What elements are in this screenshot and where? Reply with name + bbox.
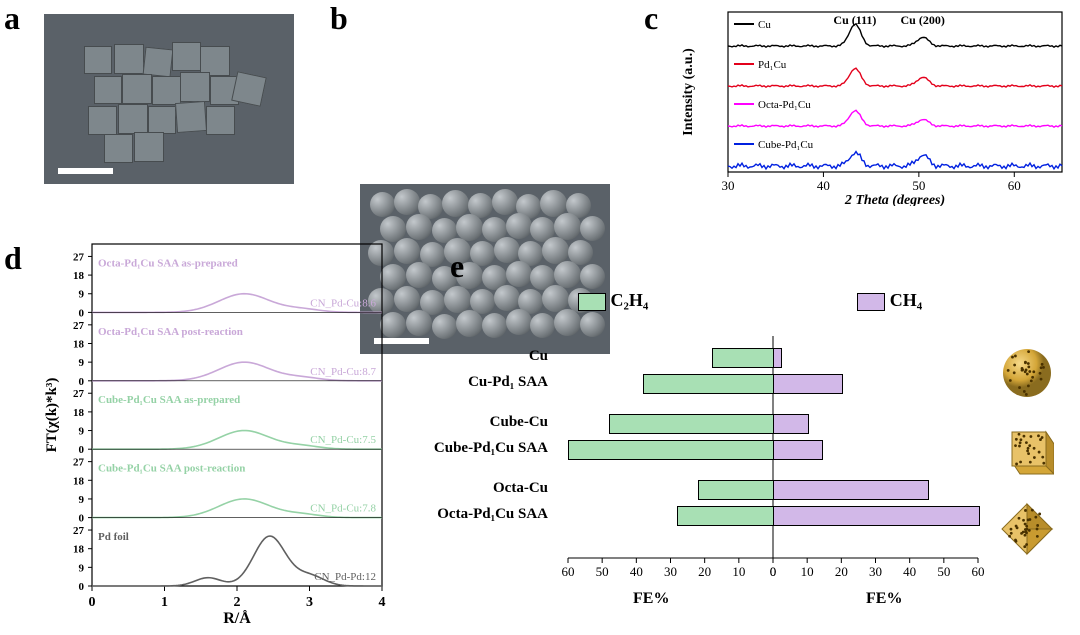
svg-text:40: 40 [630,564,643,576]
svg-text:9: 9 [79,562,85,574]
svg-text:2: 2 [234,595,241,610]
svg-text:10: 10 [801,564,814,576]
svg-text:0: 0 [79,376,85,388]
svg-text:18: 18 [73,407,85,419]
fe-plot-area: 00101020203030404050506060 [558,326,988,576]
cube-icon [1000,424,1054,478]
panel-c-xrd-chart: 30 40 50 60 2 Theta (degrees) Intensity (a.u.… [678,6,1068,206]
svg-text:FT(χ(k)*k³): FT(χ(k)*k³) [44,378,60,453]
fe-left-axis-label: FE% [633,590,669,608]
svg-text:CN_Pd-Cu:7.8: CN_Pd-Cu:7.8 [310,503,376,515]
fe-bar-ch4 [773,440,823,460]
svg-text:4: 4 [379,595,386,610]
panel-a-label: a [4,0,20,37]
svg-text:40: 40 [817,178,830,193]
svg-text:18: 18 [73,270,85,282]
panel-b-label: b [330,0,348,37]
svg-text:Octa-Pd₁Cu SAA as-prepared: Octa-Pd₁Cu SAA as-prepared [98,257,238,269]
svg-text:30: 30 [664,564,677,576]
legend-ch4: CH₄ [890,290,922,310]
svg-text:0: 0 [770,564,777,576]
fe-bar-c2h4 [609,414,775,434]
fe-row-label: Cu [408,348,548,365]
svg-text:30: 30 [722,178,735,193]
panel-a-sem-image [44,14,294,184]
svg-text:Pd₁Cu: Pd₁Cu [758,59,787,71]
panel-e-label: e [450,248,464,285]
fe-bar-ch4 [773,348,782,368]
svg-text:60: 60 [562,564,575,576]
svg-text:Intensity (a.u.): Intensity (a.u.) [681,48,696,136]
svg-text:30: 30 [869,564,882,576]
panel-d-label: d [4,240,22,277]
scale-bar-icon [58,168,113,174]
svg-text:18: 18 [73,544,85,556]
panel-d-exafs-chart: 0 1 2 3 4 R/Å FT(χ(k)*k³) 0 9 18 27 Octa-Pd₁Cu SAA … [40,236,390,626]
fe-bar-ch4 [773,414,809,434]
svg-text:CN_Pd-Pd:12: CN_Pd-Pd:12 [314,571,376,583]
svg-text:20: 20 [698,564,711,576]
svg-text:Cube-Pd₁Cu: Cube-Pd₁Cu [758,139,814,151]
svg-text:27: 27 [73,320,85,332]
svg-text:0: 0 [79,513,85,525]
fe-bar-ch4 [773,374,843,394]
fe-bar-c2h4 [568,440,775,460]
svg-text:Cu (200): Cu (200) [901,13,945,27]
octa-icon [1000,502,1054,556]
svg-text:Cu: Cu [758,19,771,31]
svg-text:Octa-Pd₁Cu SAA post-reaction: Octa-Pd₁Cu SAA post-reaction [98,326,243,338]
svg-text:40: 40 [903,564,916,576]
fe-legend: C₂H₄ CH₄ [578,290,922,311]
svg-text:50: 50 [596,564,609,576]
svg-text:27: 27 [73,457,85,469]
fe-bar-ch4 [773,480,929,500]
fe-row-label: Cube-Cu [408,414,548,431]
svg-text:0: 0 [79,307,85,319]
legend-c2h4: C₂H₄ [611,290,649,310]
fe-bar-c2h4 [677,506,775,526]
svg-text:9: 9 [79,426,85,438]
fe-bar-c2h4 [698,480,775,500]
svg-text:50: 50 [912,178,925,193]
svg-text:0: 0 [89,595,96,610]
svg-text:9: 9 [79,289,85,301]
svg-text:20: 20 [835,564,848,576]
svg-text:50: 50 [937,564,950,576]
fe-row-label: Octa-Cu [408,480,548,497]
fe-right-axis-label: FE% [866,590,902,608]
svg-text:0: 0 [79,444,85,456]
svg-text:3: 3 [306,595,313,610]
fe-row-label: Octa-Pd₁Cu SAA [408,506,548,523]
svg-text:27: 27 [73,251,85,263]
svg-text:Pd foil: Pd foil [98,531,129,543]
svg-text:2 Theta (degrees): 2 Theta (degrees) [844,193,945,206]
svg-text:18: 18 [73,475,85,487]
svg-text:1: 1 [161,595,168,610]
svg-text:60: 60 [972,564,985,576]
svg-text:9: 9 [79,357,85,369]
svg-text:R/Å: R/Å [223,609,251,626]
svg-text:CN_Pd-Cu:8.6: CN_Pd-Cu:8.6 [310,297,376,309]
fe-bar-c2h4 [643,374,775,394]
svg-text:18: 18 [73,338,85,350]
panel-c-label: c [644,0,658,37]
fe-row-label: Cube-Pd₁Cu SAA [408,440,548,457]
svg-text:CN_Pd-Cu:8.7: CN_Pd-Cu:8.7 [310,366,376,378]
svg-text:9: 9 [79,494,85,506]
svg-text:0: 0 [79,581,85,593]
svg-text:10: 10 [732,564,745,576]
fe-bar-c2h4 [712,348,776,368]
sphere-icon [1000,346,1054,400]
svg-text:Cube-Pd₁Cu SAA post-reaction: Cube-Pd₁Cu SAA post-reaction [98,463,245,475]
fe-bar-ch4 [773,506,980,526]
fe-row-label: Cu-Pd₁ SAA [408,374,548,391]
svg-text:CN_Pd-Cu:7.5: CN_Pd-Cu:7.5 [310,434,376,446]
svg-text:27: 27 [73,525,85,537]
svg-text:27: 27 [73,388,85,400]
panel-e-fe-chart: C₂H₄ CH₄ 00101020203030404050506060 CuCu… [408,290,1068,630]
svg-text:Octa-Pd₁Cu: Octa-Pd₁Cu [758,99,811,111]
svg-text:Cube-Pd₁Cu SAA as-prepared: Cube-Pd₁Cu SAA as-prepared [98,394,240,406]
svg-text:60: 60 [1008,178,1021,193]
